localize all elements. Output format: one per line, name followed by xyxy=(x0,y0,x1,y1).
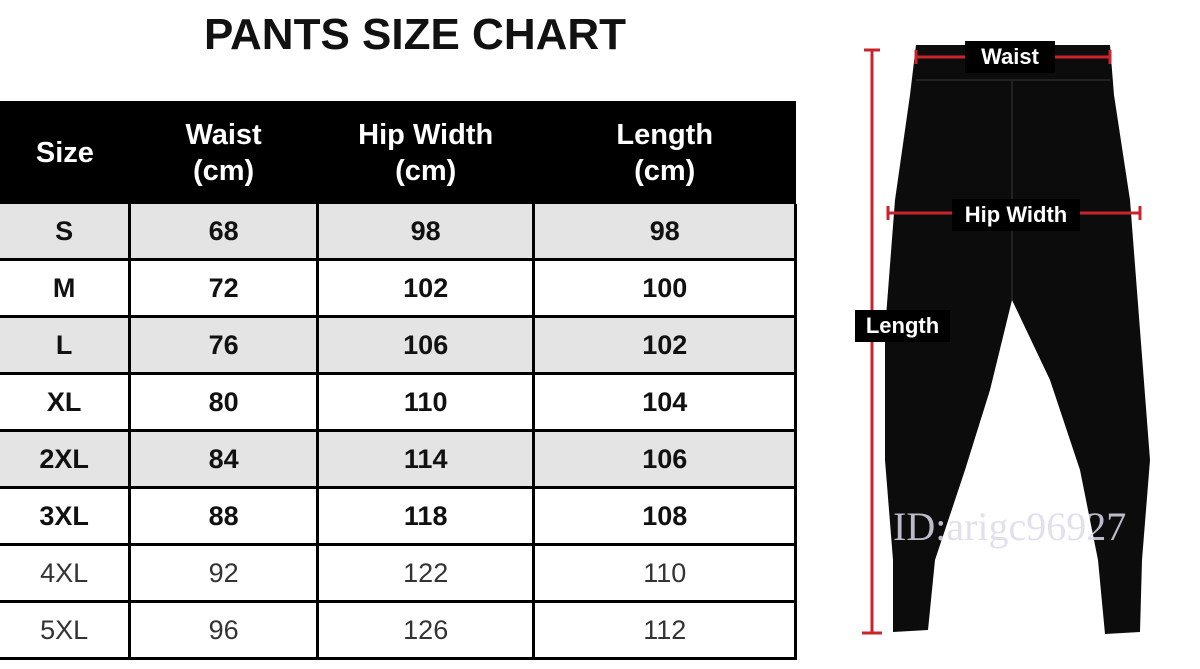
column-header: Waist (cm) xyxy=(129,101,318,204)
table-cell: 88 xyxy=(128,487,319,546)
column-header-text: Hip Width xyxy=(358,118,494,151)
table-cell: 98 xyxy=(532,204,797,261)
column-header-text: Waist xyxy=(185,118,262,151)
table-cell: S xyxy=(0,204,132,261)
table-cell: 5XL xyxy=(0,601,132,660)
table-cell: XL xyxy=(0,373,132,432)
column-header-text: (cm) xyxy=(634,154,696,187)
table-row: 4XL 92 122 110 xyxy=(0,544,797,603)
table-cell: 118 xyxy=(315,487,536,546)
table-cell: 68 xyxy=(128,204,319,261)
table-row: M 72 102 100 xyxy=(0,259,797,318)
column-header: Hip Width (cm) xyxy=(317,101,534,204)
column-header-text: Size xyxy=(35,136,94,169)
table-cell: 102 xyxy=(315,259,536,318)
column-header: Length (cm) xyxy=(533,101,796,204)
table-row: XL 80 110 104 xyxy=(0,373,797,432)
table-cell: L xyxy=(0,316,132,375)
column-header-text: (cm) xyxy=(395,154,457,187)
table-cell: 126 xyxy=(315,601,536,660)
column-header-text: (cm) xyxy=(192,154,255,187)
length-label: Length xyxy=(855,310,950,342)
table-cell: 104 xyxy=(532,373,797,432)
page-title: PANTS SIZE CHART xyxy=(203,10,627,59)
table-cell: 4XL xyxy=(0,544,132,603)
table-cell: 98 xyxy=(315,204,536,261)
table-row: 3XL 88 118 108 xyxy=(0,487,797,546)
table-cell: 96 xyxy=(128,601,319,660)
table-row: 2XL 84 114 106 xyxy=(0,430,797,489)
table-cell: M xyxy=(0,259,132,318)
table-header: Size Waist (cm) Hip Width (cm) Length (cm) xyxy=(0,101,796,204)
table-cell: 110 xyxy=(315,373,536,432)
table-cell: 122 xyxy=(315,544,536,603)
table-cell: 114 xyxy=(315,430,536,489)
pants-image xyxy=(885,45,1150,634)
table-row: 5XL 96 126 112 xyxy=(0,601,797,660)
watermark: ID:arigc96927 xyxy=(893,504,1127,549)
table-row: L 76 106 102 xyxy=(0,316,797,375)
table-cell: 3XL xyxy=(0,487,132,546)
column-header-text: Length xyxy=(616,118,714,151)
table-cell: 106 xyxy=(532,430,797,489)
waist-label: Waist xyxy=(965,41,1055,73)
table-cell: 72 xyxy=(128,259,319,318)
table-cell: 100 xyxy=(532,259,797,318)
size-table: Size Waist (cm) Hip Width (cm) Length (cm) S 68… xyxy=(0,101,797,660)
table-cell: 80 xyxy=(128,373,319,432)
table-row: S 68 98 98 xyxy=(0,204,797,261)
table-cell: 108 xyxy=(532,487,797,546)
hip-width-label: Hip Width xyxy=(952,199,1080,231)
table-cell: 84 xyxy=(128,430,319,489)
table-cell: 76 xyxy=(128,316,319,375)
pants-diagram xyxy=(862,45,1150,635)
table-cell: 102 xyxy=(532,316,797,375)
table-cell: 112 xyxy=(532,601,797,660)
table-cell: 2XL xyxy=(0,430,132,489)
column-header: Size xyxy=(0,101,130,204)
table-cell: 106 xyxy=(315,316,536,375)
table-cell: 92 xyxy=(128,544,319,603)
table-cell: 110 xyxy=(532,544,797,603)
